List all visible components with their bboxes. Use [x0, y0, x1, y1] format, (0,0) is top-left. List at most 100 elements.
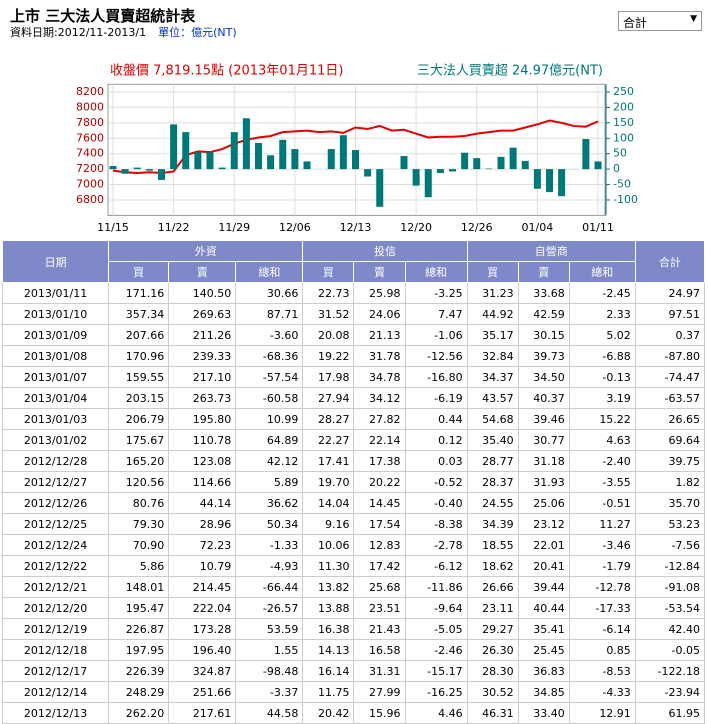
value-cell: 53.23: [635, 514, 704, 535]
value-cell: 39.44: [518, 577, 569, 598]
value-cell: -74.47: [635, 367, 704, 388]
y-tick-label: 7000: [76, 178, 104, 191]
x-tick-label: 11/15: [97, 221, 129, 234]
value-cell: 22.14: [354, 430, 405, 451]
value-cell: 18.55: [467, 535, 518, 556]
date-cell: 2012/12/26: [3, 493, 109, 514]
value-cell: 114.66: [169, 472, 236, 493]
value-cell: -8.53: [569, 661, 635, 682]
value-cell: -8.38: [405, 514, 467, 535]
date-cell: 2012/12/14: [3, 682, 109, 703]
value-cell: 34.12: [354, 388, 405, 409]
value-cell: -2.78: [405, 535, 467, 556]
bar: [340, 135, 347, 169]
value-cell: -91.08: [635, 577, 704, 598]
value-cell: 35.70: [635, 493, 704, 514]
value-cell: 206.79: [109, 409, 169, 430]
value-cell: 24.55: [467, 493, 518, 514]
x-tick-label: 12/26: [461, 221, 493, 234]
date-cell: 2012/12/20: [3, 598, 109, 619]
date-cell: 2013/01/07: [3, 367, 109, 388]
value-cell: 262.20: [109, 703, 169, 724]
value-cell: 10.79: [169, 556, 236, 577]
value-cell: -6.19: [405, 388, 467, 409]
value-cell: -9.64: [405, 598, 467, 619]
value-cell: 33.40: [518, 703, 569, 724]
value-cell: 31.18: [518, 451, 569, 472]
value-cell: -6.88: [569, 346, 635, 367]
value-cell: 35.17: [467, 325, 518, 346]
bar: [231, 132, 238, 169]
bar: [437, 169, 444, 173]
bar: [146, 169, 153, 171]
value-cell: 26.66: [467, 577, 518, 598]
value-cell: 324.87: [169, 661, 236, 682]
value-cell: 23.11: [467, 598, 518, 619]
value-cell: 20.41: [518, 556, 569, 577]
value-cell: -16.25: [405, 682, 467, 703]
value-cell: -2.40: [569, 451, 635, 472]
value-cell: -3.46: [569, 535, 635, 556]
x-tick-label: 11/29: [218, 221, 250, 234]
value-cell: 4.63: [569, 430, 635, 451]
value-cell: -26.57: [236, 598, 303, 619]
value-cell: 50.34: [236, 514, 303, 535]
value-cell: 11.75: [303, 682, 354, 703]
value-cell: -1.06: [405, 325, 467, 346]
value-cell: 12.83: [354, 535, 405, 556]
value-cell: 30.66: [236, 283, 303, 304]
x-tick-label: 01/11: [582, 221, 614, 234]
bar: [510, 148, 517, 169]
value-cell: 80.76: [109, 493, 169, 514]
value-cell: 40.37: [518, 388, 569, 409]
date-cell: 2012/12/27: [3, 472, 109, 493]
value-cell: -5.05: [405, 619, 467, 640]
bar: [582, 139, 589, 169]
value-cell: 17.41: [303, 451, 354, 472]
bar: [534, 169, 541, 189]
value-cell: 195.80: [169, 409, 236, 430]
value-cell: 29.27: [467, 619, 518, 640]
value-cell: 40.44: [518, 598, 569, 619]
value-cell: -6.12: [405, 556, 467, 577]
value-cell: 173.28: [169, 619, 236, 640]
x-tick-label: 12/20: [400, 221, 432, 234]
value-cell: 17.42: [354, 556, 405, 577]
value-cell: -66.44: [236, 577, 303, 598]
value-cell: 70.90: [109, 535, 169, 556]
value-cell: 26.65: [635, 409, 704, 430]
group-header: 投信: [303, 241, 467, 262]
value-cell: 13.88: [303, 598, 354, 619]
value-cell: 42.12: [236, 451, 303, 472]
group-header: 日期: [3, 241, 109, 283]
bar: [170, 124, 177, 169]
bar: [304, 161, 311, 169]
subheader: 買: [467, 262, 518, 283]
value-cell: 28.96: [169, 514, 236, 535]
value-cell: -87.80: [635, 346, 704, 367]
value-cell: 42.59: [518, 304, 569, 325]
bar: [219, 168, 226, 170]
value-cell: 15.22: [569, 409, 635, 430]
subheader: 賣: [354, 262, 405, 283]
value-cell: 269.63: [169, 304, 236, 325]
y2-tick-label: 100: [613, 131, 634, 144]
value-cell: -23.94: [635, 682, 704, 703]
value-cell: 24.97: [635, 283, 704, 304]
value-cell: 42.40: [635, 619, 704, 640]
value-cell: 31.78: [354, 346, 405, 367]
y-tick-label: 7600: [76, 131, 104, 144]
bar: [158, 169, 165, 180]
value-cell: 21.13: [354, 325, 405, 346]
bar: [279, 140, 286, 169]
value-cell: 22.27: [303, 430, 354, 451]
